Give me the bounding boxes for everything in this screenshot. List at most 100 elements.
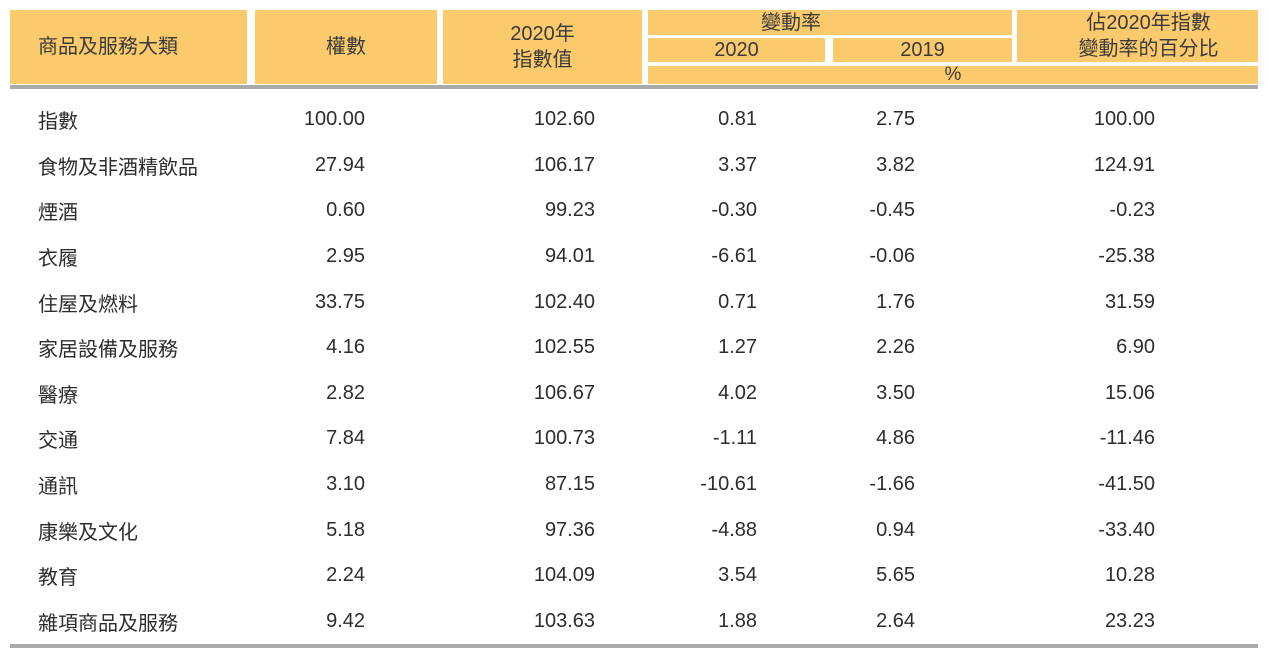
contribution-value: 31.59 [1104,290,1155,313]
change-2020-value: -6.61 [711,245,757,268]
contribution-value: 23.23 [1104,609,1155,632]
header-weight: 權數 [255,10,437,84]
index-2020-value: 106.67 [533,381,595,404]
change-2019-value: 2.26 [876,336,915,359]
change-2020-value: 0.81 [718,108,757,131]
change-2020-value: -1.11 [712,427,757,450]
weight-value: 3.10 [326,473,365,496]
change-2020-value: -4.88 [711,518,757,541]
weight-value: 2.24 [326,564,365,587]
contribution-value: 15.06 [1104,381,1155,404]
weight-value: 2.82 [326,381,365,404]
index-2020-value: 99.23 [544,199,595,222]
header-index-2020-line1: 2020年 [510,23,575,45]
index-2020-value: 97.36 [544,518,595,541]
change-2020-value: 3.37 [718,153,757,176]
weight-value: 5.18 [326,518,365,541]
index-2020-value: 100.73 [533,427,595,450]
index-2020-value: 103.63 [533,609,595,632]
row-category-label: 康樂及文化 [38,521,138,544]
table-row: 通訊 3.10 87.15 -10.61 -1.66 -41.50 [0,462,1269,508]
header-divider-rule [10,85,1258,89]
index-2020-value: 102.60 [533,108,595,131]
table-row: 康樂及文化 5.18 97.36 -4.88 0.94 -33.40 [0,507,1269,553]
row-category-label: 煙酒 [38,202,78,225]
weight-value: 0.60 [326,199,365,222]
table-row: 雜項商品及服務 9.42 103.63 1.88 2.64 23.23 [0,599,1269,645]
table-row: 食物及非酒精飲品 27.94 106.17 3.37 3.82 124.91 [0,143,1269,189]
header-change-rate-group: 變動率 [648,10,1012,35]
change-2020-value: 1.88 [718,609,757,632]
row-category-label: 指數 [38,111,78,134]
table-row: 煙酒 0.60 99.23 -0.30 -0.45 -0.23 [0,188,1269,234]
table-row: 交通 7.84 100.73 -1.11 4.86 -11.46 [0,416,1269,462]
change-2020-value: 4.02 [718,381,757,404]
contribution-value: -25.38 [1098,245,1155,268]
header-year-2019: 2019 [833,38,1012,62]
change-2020-value: -10.61 [700,473,757,496]
table-row: 醫療 2.82 106.67 4.02 3.50 15.06 [0,371,1269,417]
contribution-value: 100.00 [1093,108,1155,131]
table-row: 指數 100.00 102.60 0.81 2.75 100.00 [0,97,1269,143]
table-row: 衣履 2.95 94.01 -6.61 -0.06 -25.38 [0,234,1269,280]
table-row: 家居設備及服務 4.16 102.55 1.27 2.26 6.90 [0,325,1269,371]
index-2020-value: 104.09 [533,564,595,587]
change-2019-value: 3.82 [876,153,915,176]
row-category-label: 家居設備及服務 [38,339,178,362]
change-2019-value: 5.65 [876,564,915,587]
change-2020-value: 1.27 [718,336,757,359]
weight-value: 27.94 [314,153,365,176]
row-category-label: 交通 [38,430,78,453]
contribution-value: -41.50 [1098,473,1155,496]
index-2020-value: 94.01 [544,245,595,268]
table-row: 教育 2.24 104.09 3.54 5.65 10.28 [0,553,1269,599]
header-percent-unit: % [648,64,1258,85]
change-2020-value: 0.71 [718,290,757,313]
table-body: 指數 100.00 102.60 0.81 2.75 100.00 食物及非酒精飲品 27.9… [0,97,1269,644]
contribution-value: -11.46 [1099,427,1155,450]
change-2019-value: -0.06 [869,245,915,268]
row-category-label: 食物及非酒精飲品 [38,156,198,179]
weight-value: 4.16 [326,336,365,359]
contribution-value: 124.91 [1093,153,1155,176]
change-2019-value: 3.50 [876,381,915,404]
change-2019-value: 2.64 [876,609,915,632]
row-category-label: 教育 [38,567,78,590]
change-2020-value: -0.30 [711,199,757,222]
index-2020-value: 102.55 [533,336,595,359]
index-2020-value: 102.40 [533,290,595,313]
contribution-value: 6.90 [1116,336,1155,359]
table-row: 住屋及燃料 33.75 102.40 0.71 1.76 31.59 [0,279,1269,325]
contribution-value: -33.40 [1098,518,1155,541]
header-contribution: 佔2020年指數 變動率的百分比 [1017,10,1258,62]
header-contribution-line2: 變動率的百分比 [1078,38,1219,60]
header-index-2020-line2: 指數值 [512,49,573,71]
header-index-2020: 2020年 指數值 [443,10,642,84]
header-category: 商品及服務大類 [10,10,247,84]
header-contribution-line1: 佔2020年指數 [1086,12,1211,34]
row-category-label: 醫療 [38,384,78,407]
weight-value: 9.42 [326,609,365,632]
table-bottom-rule [10,644,1258,648]
contribution-value: 10.28 [1104,564,1155,587]
weight-value: 100.00 [303,108,365,131]
change-2019-value: 4.86 [876,427,915,450]
contribution-value: -0.23 [1109,199,1155,222]
row-category-label: 住屋及燃料 [38,293,138,316]
change-2019-value: 0.94 [876,518,915,541]
change-2019-value: -0.45 [869,199,915,222]
row-category-label: 衣履 [38,248,78,271]
row-category-label: 雜項商品及服務 [38,612,178,635]
weight-value: 2.95 [326,245,365,268]
index-2020-value: 106.17 [533,153,595,176]
weight-value: 33.75 [314,290,365,313]
index-2020-value: 87.15 [544,473,595,496]
change-2019-value: 2.75 [876,108,915,131]
change-2019-value: -1.66 [869,473,915,496]
change-2019-value: 1.76 [876,290,915,313]
row-category-label: 通訊 [38,476,78,499]
weight-value: 7.84 [326,427,365,450]
change-2020-value: 3.54 [718,564,757,587]
header-year-2020: 2020 [648,38,825,62]
